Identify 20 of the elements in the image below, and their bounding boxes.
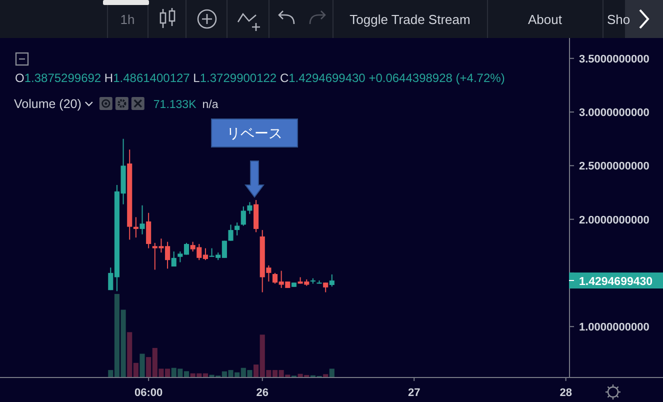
- y-tick-label: 3.0000000000: [579, 107, 650, 120]
- y-tick-label: 2.5000000000: [579, 160, 650, 173]
- annotation: About: [528, 12, 562, 27]
- annotation: Toggle Trade Stream: [350, 12, 470, 27]
- x-tick-label: 27: [408, 387, 420, 399]
- last-price: 1.4294699430: [568, 272, 663, 288]
- y-tick-label: 3.5000000000: [579, 53, 650, 66]
- x-tick-label: 06:00: [134, 387, 163, 399]
- annotation: リベース: [226, 126, 282, 142]
- annotation: O1.3875299692 H1.4861400127 L1.3729900122 C1.4294699430 +0.0644398928 (+4.72%): [15, 71, 505, 85]
- x-tick-label: 28: [560, 387, 572, 399]
- annotation: n/a: [202, 99, 218, 111]
- annotation: 71.133K: [153, 99, 196, 111]
- chart-title: Volume (20): [14, 97, 82, 111]
- x-tick-label: 26: [256, 387, 268, 399]
- callout: リベース: [211, 118, 298, 198]
- annotation: Sho: [607, 12, 630, 27]
- annotation: 1h: [120, 12, 135, 27]
- y-tick-label: 2.0000000000: [579, 214, 650, 226]
- y-tick-label: 1.0000000000: [579, 322, 650, 334]
